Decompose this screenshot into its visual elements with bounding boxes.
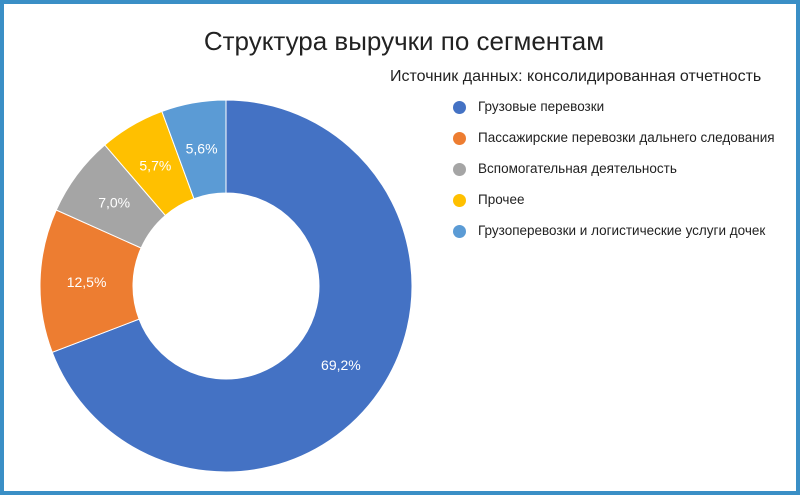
slice-labels-group: 69,2% 12,5% 7,0% 5,7% 5,6%	[67, 141, 361, 373]
legend-item-4: Грузоперевозки и логистические услуги до…	[450, 218, 795, 249]
legend-label-1: Пассажирские перевозки дальнего следован…	[478, 130, 775, 145]
legend-swatch-3	[453, 194, 466, 207]
legend-label-4: Грузоперевозки и логистические услуги до…	[478, 223, 766, 238]
legend-item-3: Прочее	[450, 187, 795, 218]
chart-subtitle: Источник данных: консолидированная отчет…	[390, 68, 762, 85]
legend-label-3: Прочее	[478, 192, 525, 207]
slice-label-2: 7,0%	[98, 195, 130, 211]
legend-swatch-0	[453, 101, 466, 114]
slice-label-0: 69,2%	[321, 357, 361, 373]
chart-title: Структура выручки по сегментам	[203, 26, 605, 56]
legend-swatch-1	[453, 132, 466, 145]
legend: Грузовые перевозки Пассажирские перевозки…	[450, 94, 795, 249]
donut-slice-4	[161, 99, 227, 200]
legend-swatch-4	[453, 225, 466, 238]
slices-group	[39, 99, 413, 473]
slice-label-4: 5,6%	[186, 141, 218, 157]
legend-item-1: Пассажирские перевозки дальнего следован…	[450, 125, 795, 156]
legend-item-2: Вспомогательная деятельность	[450, 156, 795, 187]
legend-label-2: Вспомогательная деятельность	[478, 161, 677, 176]
slice-label-1: 12,5%	[67, 274, 107, 290]
legend-item-0: Грузовые перевозки	[450, 94, 795, 125]
legend-label-0: Грузовые перевозки	[478, 99, 605, 114]
slice-label-3: 5,7%	[139, 158, 171, 174]
donut-slice-0	[51, 99, 413, 473]
legend-swatch-2	[453, 163, 466, 176]
